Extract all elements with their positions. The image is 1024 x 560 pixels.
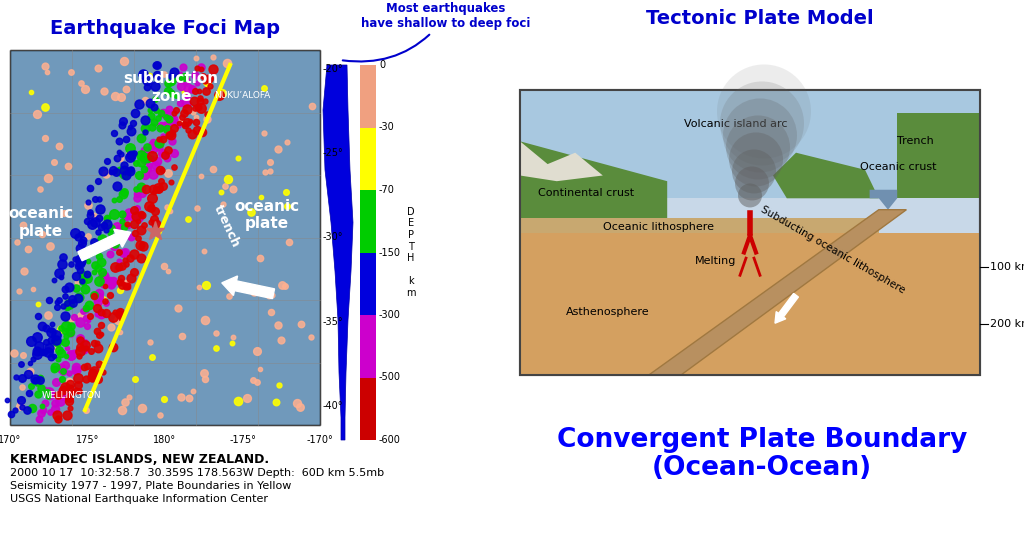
Text: -170°: -170° (306, 435, 334, 445)
Polygon shape (520, 141, 603, 181)
Bar (360, 377, 376, 440)
Text: 175°: 175° (76, 435, 99, 445)
Circle shape (720, 81, 804, 165)
Circle shape (732, 150, 776, 193)
Text: 180°: 180° (154, 435, 176, 445)
FancyArrow shape (78, 229, 131, 261)
Polygon shape (649, 209, 906, 375)
Bar (360, 190, 376, 253)
Text: Seismicity 1977 - 1997, Plate Boundaries in Yellow: Seismicity 1977 - 1997, Plate Boundaries… (10, 481, 292, 491)
FancyArrow shape (222, 276, 274, 298)
Text: trench: trench (212, 203, 243, 250)
Bar (360, 128, 376, 190)
Circle shape (738, 184, 762, 207)
Text: -30°: -30° (323, 232, 343, 242)
Bar (520, 90, 980, 375)
Polygon shape (520, 90, 980, 198)
FancyArrow shape (775, 293, 799, 323)
Text: 170°: 170° (0, 435, 22, 445)
Text: Melting: Melting (695, 256, 736, 266)
Text: oceanic
plate: oceanic plate (8, 206, 74, 239)
Circle shape (726, 115, 790, 179)
Polygon shape (520, 141, 668, 218)
Bar (520, 90, 980, 375)
Text: Oceanic lithosphere: Oceanic lithosphere (603, 222, 714, 232)
Text: USGS National Earthquake Information Center: USGS National Earthquake Information Cen… (10, 494, 268, 504)
Text: (Ocean-Ocean): (Ocean-Ocean) (652, 455, 872, 481)
Circle shape (735, 166, 769, 200)
Text: Tectonic Plate Model: Tectonic Plate Model (646, 8, 873, 27)
Circle shape (729, 133, 783, 186)
Text: -40°: -40° (323, 402, 343, 411)
Text: 0: 0 (379, 60, 385, 70)
Text: Earthquake Foci Map: Earthquake Foci Map (50, 18, 280, 38)
Text: Subducting oceanic lithosphere: Subducting oceanic lithosphere (759, 204, 906, 295)
Polygon shape (520, 232, 980, 375)
Text: -70: -70 (379, 185, 395, 195)
Text: Trench: Trench (897, 136, 934, 146)
Text: Most earthquakes
have shallow to deep foci: Most earthquakes have shallow to deep fo… (343, 2, 530, 62)
Text: KERMADEC ISLANDS, NEW ZEALAND.: KERMADEC ISLANDS, NEW ZEALAND. (10, 453, 269, 466)
Text: subduction
zone: subduction zone (124, 71, 219, 104)
Polygon shape (520, 218, 879, 232)
Text: 2000 10 17  10:32:58.7  30.359S 178.563W Depth:  60D km 5.5mb: 2000 10 17 10:32:58.7 30.359S 178.563W D… (10, 468, 384, 478)
Bar (360, 315, 376, 377)
Text: -500: -500 (379, 372, 401, 382)
Circle shape (723, 99, 797, 172)
Bar (10, 50, 319, 425)
Bar (360, 65, 376, 128)
Text: D
E
P
T
H

k
m: D E P T H k m (407, 207, 416, 298)
Text: -25°: -25° (323, 148, 344, 158)
Bar (360, 253, 376, 315)
Text: Volcanic island arc: Volcanic island arc (684, 119, 787, 129)
Polygon shape (323, 65, 353, 440)
Text: NUKU’ALOFA: NUKU’ALOFA (215, 91, 271, 100)
Text: -20°: -20° (323, 64, 344, 74)
Text: 200 km: 200 km (990, 319, 1024, 329)
Text: WELLINGTON: WELLINGTON (42, 390, 101, 399)
Polygon shape (869, 190, 897, 209)
Text: Oceanic crust: Oceanic crust (860, 162, 937, 172)
Polygon shape (897, 113, 980, 198)
Text: Continental crust: Continental crust (539, 188, 635, 198)
Text: -150: -150 (379, 248, 401, 258)
Text: 100 km: 100 km (990, 262, 1024, 272)
Text: -300: -300 (379, 310, 400, 320)
Circle shape (717, 64, 811, 158)
Polygon shape (773, 153, 879, 198)
Text: Asthenosphere: Asthenosphere (566, 307, 649, 318)
Text: oceanic
plate: oceanic plate (234, 199, 300, 231)
Text: -35°: -35° (323, 317, 344, 327)
Text: -175°: -175° (229, 435, 256, 445)
Text: Convergent Plate Boundary: Convergent Plate Boundary (557, 427, 968, 453)
Text: -600: -600 (379, 435, 400, 445)
Text: -30: -30 (379, 123, 394, 133)
